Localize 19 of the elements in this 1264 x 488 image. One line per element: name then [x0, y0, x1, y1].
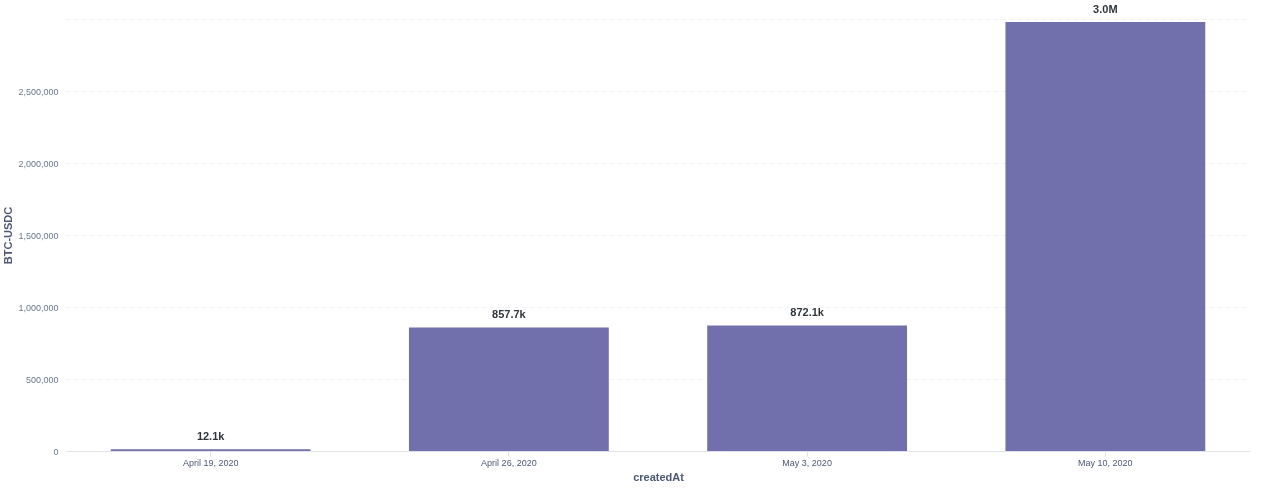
data-label: 3.0M [1093, 2, 1118, 15]
data-label: 857.7k [492, 308, 527, 321]
bar [707, 325, 908, 451]
y-tick-label: 2,500,000 [18, 86, 59, 97]
data-label: 12.1k [196, 430, 226, 443]
bar [408, 327, 609, 451]
y-tick-label: 0 [53, 446, 59, 457]
x-tick-label: May 3, 2020 [782, 457, 832, 468]
y-tick-label: 500,000 [25, 374, 59, 385]
y-tick-label: 1,500,000 [18, 230, 59, 241]
x-tick-label: April 19, 2020 [182, 457, 239, 468]
bar [1005, 21, 1206, 451]
y-axis-title: BTC-USDC [2, 206, 15, 265]
y-tick-label: 1,000,000 [18, 302, 59, 313]
x-tick-label: April 26, 2020 [481, 457, 537, 468]
x-tick-label: May 10, 2020 [1078, 457, 1133, 468]
x-axis-title: createdAt [633, 470, 685, 483]
y-tick-label: 2,000,000 [18, 158, 59, 169]
data-label: 872.1k [790, 306, 825, 319]
